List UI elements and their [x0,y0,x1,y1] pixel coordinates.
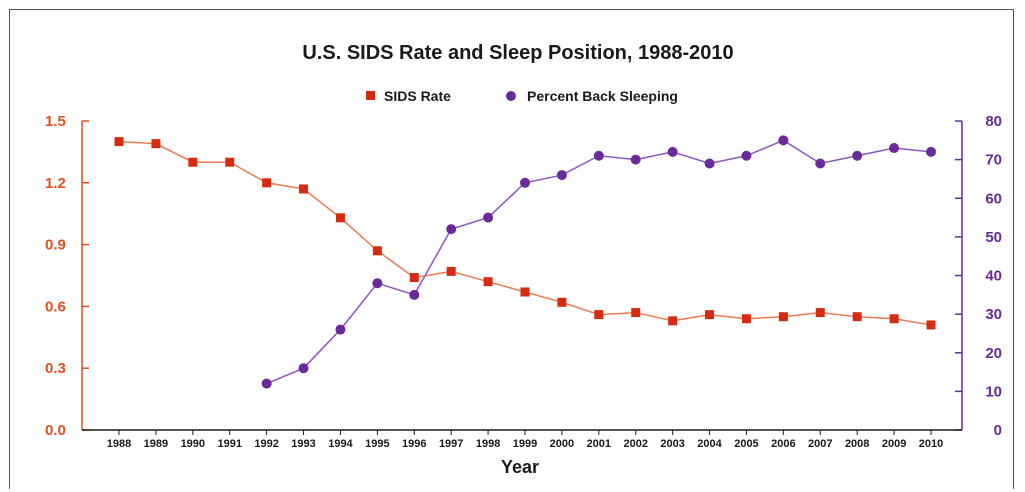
right-axis-tick-label: 80 [985,113,1002,130]
data-point-percent-back-sleeping [520,177,530,188]
x-axis-tick-label: 2009 [882,438,906,450]
data-point-percent-back-sleeping [741,150,752,161]
x-axis-tick-label: 2008 [845,438,869,450]
data-point-percent-back-sleeping [630,154,641,165]
left-axis-tick-label: 0.9 [45,237,66,254]
data-point-sids-rate [778,312,788,322]
data-point-percent-back-sleeping [483,212,494,223]
legend-marker-sids [366,91,375,100]
data-point-percent-back-sleeping [667,146,678,157]
data-point-sids-rate [299,184,309,194]
data-point-sids-rate [631,308,641,318]
legend-label-back-sleeping: Percent Back Sleeping [527,88,678,104]
data-point-sids-rate [335,213,345,223]
right-axis-tick-label: 40 [985,268,1002,285]
axes: 0.0 0.3 0.6 0.9 1.2 1.5 0 10 20 30 40 50 60 70 80 1988 1… [45,113,1002,450]
data-point-sids-rate [151,139,161,149]
chart-frame [9,9,1014,489]
right-axis-tick-label: 50 [985,229,1002,246]
x-axis-tick-label: 1993 [291,438,315,450]
x-axis-tick-label: 1999 [513,438,537,450]
x-axis-tick-label: 1995 [365,438,389,450]
x-axis-tick-label: 2004 [697,438,722,450]
right-axis-tick-label: 60 [985,190,1002,207]
x-axis-tick-label: 1988 [107,438,131,450]
data-point-percent-back-sleeping [298,363,309,374]
left-axis-tick-label: 0.6 [45,298,66,315]
x-axis-tick-label: 2006 [771,438,795,450]
right-axis-tick-label: 0 [994,422,1002,439]
x-axis-tick-label: 1990 [181,438,205,450]
data-point-sids-rate [446,266,456,276]
left-axis-tick-label: 1.5 [45,113,66,130]
data-point-sids-rate [594,310,604,320]
series-line-percent-back-sleeping [266,139,932,385]
data-point-percent-back-sleeping [778,135,789,146]
x-axis-tick-label: 1997 [439,438,463,450]
right-axis-tick-label: 20 [985,345,1002,362]
x-axis-tick-label: 2010 [919,438,943,450]
data-point-sids-rate [262,178,272,188]
legend-marker-back-sleeping [506,91,516,101]
data-point-percent-back-sleeping [593,150,604,161]
data-point-sids-rate [926,320,936,330]
x-axis-tick-label: 1996 [402,438,426,450]
x-axis-tick-label: 2005 [734,438,758,450]
plot-area [114,135,936,389]
data-point-sids-rate [409,273,419,283]
data-point-percent-back-sleeping [852,150,863,161]
right-axis-tick-label: 30 [985,306,1002,323]
data-point-sids-rate [483,277,493,287]
x-axis-tick-label: 1989 [144,438,168,450]
data-point-percent-back-sleeping [556,170,567,181]
data-point-sids-rate [705,310,715,320]
data-point-sids-rate [520,287,530,297]
left-axis-tick-label: 0.3 [45,360,66,377]
x-axis-tick-label: 2003 [660,438,684,450]
left-axis-tick-label: 1.2 [45,175,66,192]
data-point-sids-rate [557,297,567,307]
data-point-percent-back-sleeping [261,378,272,389]
x-axis-label: Year [501,457,539,477]
data-point-percent-back-sleeping [815,158,826,169]
data-point-sids-rate [372,246,382,256]
x-axis-tick-label: 2002 [623,438,647,450]
left-axis-tick-label: 0.0 [45,422,66,439]
data-point-percent-back-sleeping [704,158,715,169]
data-point-percent-back-sleeping [335,324,346,335]
legend: SIDS Rate Percent Back Sleeping [366,88,678,104]
data-point-sids-rate [225,157,235,167]
x-axis-tick-label: 2000 [550,438,574,450]
data-point-percent-back-sleeping [372,278,383,289]
right-axis-tick-label: 10 [985,383,1002,400]
data-point-sids-rate [188,157,198,167]
x-axis-tick-label: 2007 [808,438,832,450]
chart-title: U.S. SIDS Rate and Sleep Position, 1988-… [302,42,733,64]
data-point-sids-rate [815,308,825,318]
data-point-percent-back-sleeping [446,224,457,235]
data-point-percent-back-sleeping [926,146,936,157]
data-point-sids-rate [741,314,751,324]
x-axis-tick-label: 1998 [476,438,500,450]
x-axis-tick-label: 1992 [254,438,278,450]
data-point-sids-rate [114,137,124,147]
legend-label-sids: SIDS Rate [384,88,451,104]
x-axis-tick-label: 1994 [328,438,353,450]
data-point-sids-rate [889,314,899,324]
right-axis-tick-label: 70 [985,152,1002,169]
data-point-percent-back-sleeping [889,143,900,154]
data-point-percent-back-sleeping [409,289,420,300]
data-point-sids-rate [668,316,678,326]
data-point-sids-rate [852,312,862,322]
x-axis-tick-label: 2001 [587,438,611,450]
series-line-sids-rate [118,140,932,326]
x-axis-tick-label: 1991 [217,438,241,450]
